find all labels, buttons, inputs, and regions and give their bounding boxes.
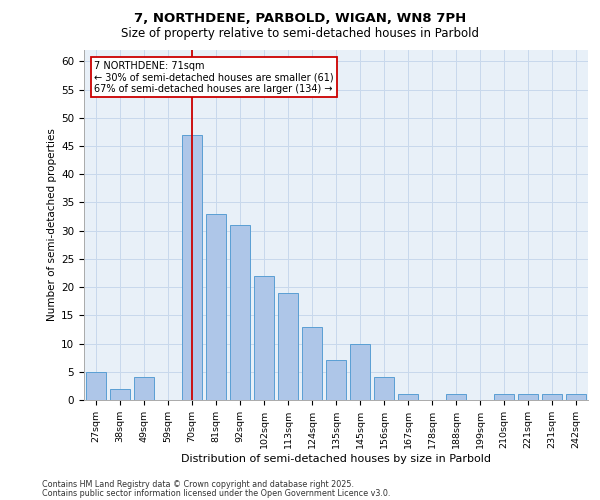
Bar: [206, 214, 226, 400]
Bar: [254, 276, 274, 400]
Bar: [398, 394, 418, 400]
Text: Contains HM Land Registry data © Crown copyright and database right 2025.: Contains HM Land Registry data © Crown c…: [42, 480, 354, 489]
Text: 7 NORTHDENE: 71sqm
← 30% of semi-detached houses are smaller (61)
67% of semi-de: 7 NORTHDENE: 71sqm ← 30% of semi-detache…: [94, 60, 334, 94]
Bar: [350, 344, 370, 400]
X-axis label: Distribution of semi-detached houses by size in Parbold: Distribution of semi-detached houses by …: [181, 454, 491, 464]
Bar: [230, 225, 250, 400]
Bar: [182, 134, 202, 400]
Bar: [446, 394, 466, 400]
Y-axis label: Number of semi-detached properties: Number of semi-detached properties: [47, 128, 57, 322]
Bar: [374, 378, 394, 400]
Bar: [542, 394, 562, 400]
Bar: [278, 292, 298, 400]
Bar: [494, 394, 514, 400]
Bar: [566, 394, 586, 400]
Bar: [326, 360, 346, 400]
Text: 7, NORTHDENE, PARBOLD, WIGAN, WN8 7PH: 7, NORTHDENE, PARBOLD, WIGAN, WN8 7PH: [134, 12, 466, 26]
Bar: [302, 326, 322, 400]
Text: Contains public sector information licensed under the Open Government Licence v3: Contains public sector information licen…: [42, 488, 391, 498]
Bar: [86, 372, 106, 400]
Bar: [110, 388, 130, 400]
Text: Size of property relative to semi-detached houses in Parbold: Size of property relative to semi-detach…: [121, 28, 479, 40]
Bar: [134, 378, 154, 400]
Bar: [518, 394, 538, 400]
